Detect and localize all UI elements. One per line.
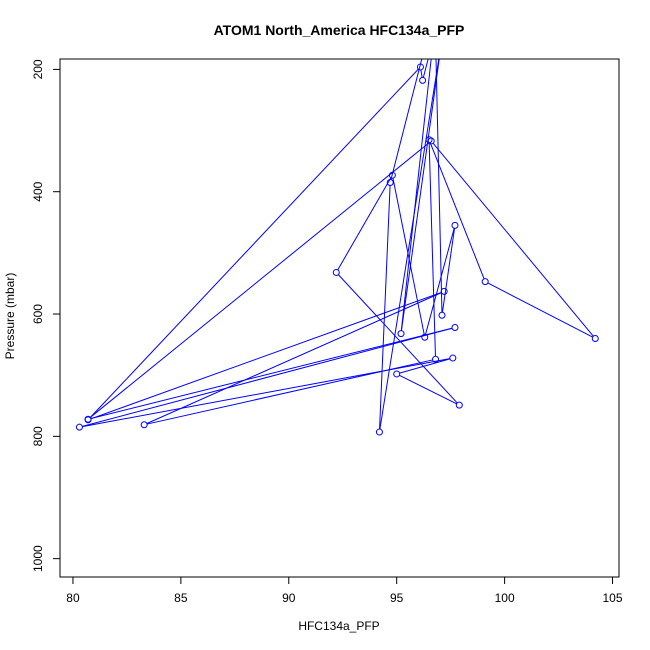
x-tick-label: 100	[495, 591, 515, 605]
x-tick-label: 95	[390, 591, 404, 605]
series-line-segment	[429, 142, 485, 280]
series-line-segment	[399, 358, 451, 374]
y-tick-label: 200	[31, 59, 45, 79]
plot-area	[75, 59, 599, 436]
series-line-segment	[400, 59, 440, 331]
series-line-segment	[90, 142, 430, 418]
series-line-segment	[90, 327, 453, 419]
data-point	[455, 401, 463, 409]
series-line-segment	[420, 69, 423, 78]
y-tick-label: 800	[31, 426, 45, 446]
series-line-segment	[90, 291, 442, 420]
y-tick-label: 1000	[31, 545, 45, 572]
x-tick-label: 90	[282, 591, 296, 605]
series-line-segment	[435, 59, 443, 313]
data-point	[332, 268, 340, 276]
series-line-segment	[392, 178, 425, 335]
data-point	[449, 354, 457, 362]
data-point	[140, 421, 148, 429]
series-line-segment	[82, 327, 453, 427]
x-tick-label: 80	[66, 591, 80, 605]
x-tick-label: 85	[174, 591, 188, 605]
data-point	[451, 323, 459, 331]
series-line-segment	[89, 68, 419, 418]
data-point	[438, 311, 446, 319]
series-line-segment	[425, 228, 455, 335]
data-point	[432, 355, 440, 363]
series-line-segment	[379, 59, 440, 430]
data-point	[451, 221, 459, 229]
series-line-segment	[337, 177, 392, 271]
series-line-segment	[487, 282, 593, 338]
data-point	[416, 63, 424, 71]
y-axis: 200 400 600 800 1000	[31, 59, 61, 572]
data-point	[591, 334, 599, 342]
x-axis-label: HFC134a_PFP	[298, 619, 379, 633]
series-line-segment	[379, 185, 391, 430]
series-line-segment	[146, 359, 433, 425]
x-axis: 80 85 90 95 100 105	[66, 576, 623, 605]
data-point	[84, 416, 92, 424]
chart-title: ATOM1 North_America HFC134a_PFP	[214, 22, 465, 38]
series-line-segment	[422, 59, 429, 78]
data-point	[397, 330, 405, 338]
x-tick-label: 105	[603, 591, 623, 605]
y-axis-label: Pressure (mbar)	[3, 273, 17, 360]
series-line-segment	[390, 59, 423, 180]
series-line-segment	[400, 59, 432, 331]
data-point	[425, 136, 433, 144]
data-point	[386, 179, 394, 187]
series-line-segment	[337, 274, 458, 404]
data-point	[388, 171, 396, 179]
series-line-segment	[441, 228, 456, 313]
data-point	[440, 287, 448, 295]
y-tick-label: 400	[31, 181, 45, 201]
series-line-segment	[146, 292, 442, 424]
y-tick-label: 600	[31, 304, 45, 324]
data-point	[393, 370, 401, 378]
series-line-segment	[432, 142, 594, 337]
series-line-segment	[399, 374, 457, 405]
data-point	[419, 76, 427, 84]
series-line-segment	[428, 142, 436, 357]
data-point	[75, 423, 83, 431]
data-point	[421, 333, 429, 341]
plot-frame	[59, 58, 620, 578]
data-point	[375, 428, 383, 436]
data-point	[481, 278, 489, 286]
